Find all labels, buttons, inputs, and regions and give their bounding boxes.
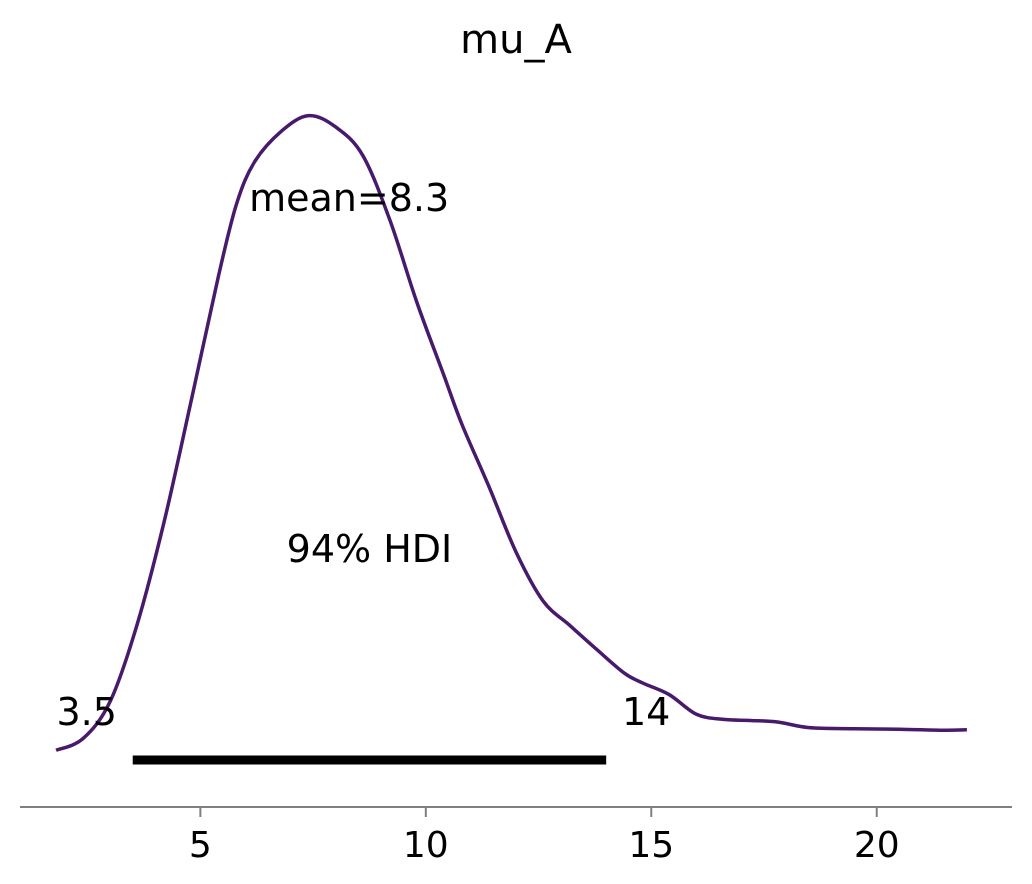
- chart-title: mu_A: [460, 17, 572, 63]
- x-ticks: 5 10 15 20: [189, 807, 900, 866]
- hdi-low-label: 3.5: [57, 690, 117, 734]
- x-tick-label: 20: [854, 825, 900, 866]
- x-tick-label: 5: [189, 825, 212, 866]
- x-tick-label: 15: [628, 825, 674, 866]
- density-line: [55, 113, 967, 752]
- mean-label: mean=8.3: [249, 176, 449, 220]
- hdi-high-label: 14: [622, 690, 670, 734]
- hdi-label: 94% HDI: [287, 527, 453, 571]
- density-curve-group: [55, 113, 967, 752]
- x-tick-label: 10: [403, 825, 449, 866]
